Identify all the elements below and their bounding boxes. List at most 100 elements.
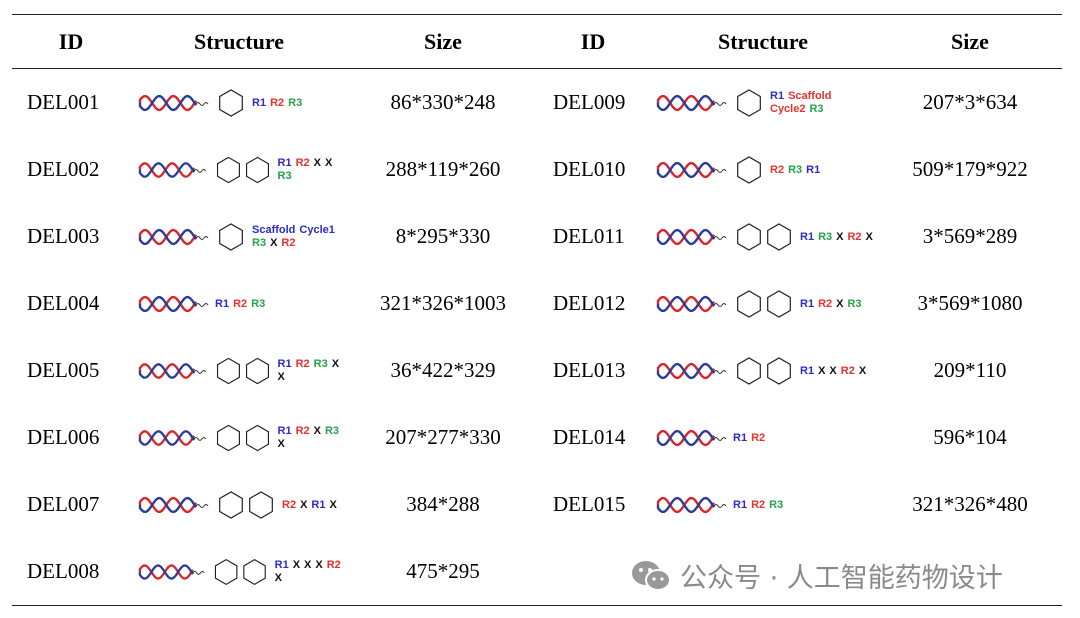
id-cell: DEL007 [27, 492, 100, 516]
dna-strand [656, 429, 716, 446]
table-row: DEL005 R1 R2 R3 X X 36*422*329 DEL013 R1 X X R2 X 209… [12, 337, 1062, 404]
table: ID Structure Size ID Structure Size DEL001 R1 R… [12, 14, 1062, 606]
structure-label: X [277, 371, 285, 383]
ring [216, 424, 240, 451]
watermark: 公众号 · 人工智能药物设计 [630, 556, 1003, 595]
structure-label: X [331, 358, 340, 370]
dna-strand [656, 496, 716, 513]
dna-strand [138, 228, 198, 245]
ring [245, 424, 269, 451]
ring [219, 88, 243, 117]
linker [192, 570, 205, 575]
size-cell: 207*3*634 [922, 90, 1018, 114]
linker [713, 101, 727, 106]
dna-strand [138, 563, 194, 580]
structure: R1 R2 [648, 427, 878, 449]
size-cell: 207*277*330 [385, 425, 501, 449]
structure-label: R1 [800, 230, 815, 243]
structure-label: R3 [818, 230, 833, 243]
ring [216, 357, 240, 384]
linker [195, 101, 209, 106]
structure-labels: R1 Scaffold Cycle2 R3 [770, 90, 862, 115]
structure-label: R2 [751, 431, 766, 444]
size-cell: 475*295 [406, 559, 480, 583]
ring [767, 222, 791, 251]
structure-label: R1 [800, 364, 815, 377]
linker [193, 436, 207, 441]
dna-strand [138, 429, 196, 446]
structure-label: R1 [770, 90, 785, 102]
structure-label: X [818, 364, 826, 377]
structure: R1 R2 R3 [130, 86, 348, 120]
ring-drawing [219, 490, 273, 519]
structure-label: R1 [800, 297, 815, 310]
dna-icon [656, 228, 727, 245]
size-cell: 36*422*329 [390, 358, 496, 382]
ring-drawing [737, 356, 791, 385]
structure-label: R2 [281, 237, 296, 249]
structure-cell: R2 R3 R1 [648, 136, 878, 203]
dna-icon [656, 295, 727, 312]
dna-strand [138, 295, 198, 312]
ring [737, 356, 761, 385]
watermark-text: 公众号 · 人工智能药物设计 [680, 563, 1003, 594]
structure-labels: R2 R3 R1 [770, 164, 820, 176]
size-cell: 3*569*289 [922, 224, 1018, 248]
size-cell: 321*326*1003 [380, 291, 506, 315]
id-cell: DEL001 [27, 90, 100, 114]
structure: R1 R2 R3 X X [130, 354, 348, 388]
dna-strand [656, 362, 716, 379]
structure-labels: R1 R2 R3 [252, 97, 302, 109]
dna-strand [138, 362, 196, 379]
dna-strand [656, 228, 716, 245]
structure-label: R2 [326, 559, 341, 571]
structure-labels: R2 X R1 X [282, 499, 337, 511]
structure-label: X [836, 230, 844, 243]
structure-label: R1 [733, 498, 748, 511]
dna-strand [656, 295, 716, 312]
structure-label: R2 [282, 498, 297, 511]
structure-label: X [858, 364, 867, 377]
structure-label: R2 [751, 498, 766, 511]
structure-label: Scaffold [788, 90, 832, 102]
table-row: DEL008 R1 X X X R2 X 475*295 [12, 538, 1062, 606]
structure-label: R3 [847, 297, 862, 310]
structure-label: R2 [295, 358, 310, 370]
linker [713, 235, 727, 240]
column-header: Size [424, 28, 462, 54]
structure-labels: R1 R2 R3 [215, 298, 265, 310]
size-cell: 8*295*330 [395, 224, 491, 248]
structure-cell: R1 R2 R3 [130, 270, 348, 337]
structure-cell: R1 R2 R3 [648, 471, 878, 538]
structure-cell: Scaffold Cycle1 R3 X R2 [130, 203, 348, 270]
structure-cell: R1 R2 X R3 [648, 270, 878, 337]
structure: R1 Scaffold Cycle2 R3 [648, 86, 878, 120]
linker [193, 369, 207, 374]
structure-label: Scaffold [252, 224, 296, 236]
ring [737, 88, 761, 117]
size-cell: 288*119*260 [385, 157, 501, 181]
ring [249, 490, 273, 519]
dna-icon [656, 94, 727, 111]
structure-labels: R1 R2 [733, 432, 765, 444]
structure-cell: R1 R2 X R3 X [130, 404, 348, 471]
ring [767, 289, 791, 318]
linker [195, 235, 209, 240]
table-row: DEL003 Scaffold Cycle1 R3 X R2 8*295*330 DEL011… [12, 203, 1062, 270]
dna-icon [138, 228, 209, 245]
linker [193, 168, 207, 173]
structure-labels: R1 X X X R2 X [275, 559, 348, 584]
structure-labels: R1 R3 X R2 X [800, 231, 873, 243]
structure: R1 R3 X R2 X [648, 220, 878, 254]
structure-cell: R1 R2 R3 X X [130, 337, 348, 404]
ring-drawing [216, 156, 269, 183]
dna-strand [138, 563, 194, 580]
ring-drawing [214, 558, 266, 585]
structure-labels: R1 R2 X X R3 [278, 157, 349, 182]
structure-label: R1 [274, 559, 289, 571]
id-cell: DEL011 [553, 224, 625, 248]
dna-strand [138, 94, 198, 111]
structure-label: X [313, 157, 321, 169]
structure-label: X [329, 498, 337, 511]
